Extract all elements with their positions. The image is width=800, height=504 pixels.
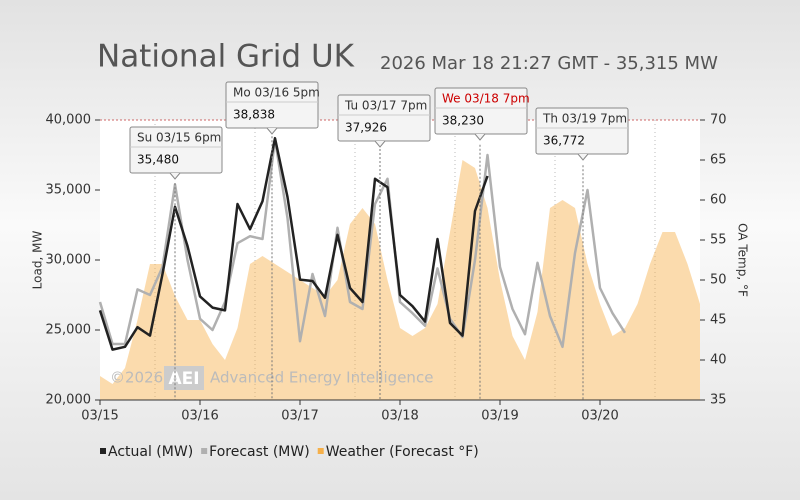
annotation-label: Th 03/19 7pm: [542, 112, 627, 126]
x-tick-label: 03/17: [281, 409, 318, 424]
y-tick-label: 35,000: [46, 183, 92, 198]
annotation-value: 36,772: [543, 134, 585, 148]
x-tick-label: 03/18: [381, 409, 418, 424]
annotation-pointer: [374, 140, 386, 148]
x-tick-label: 03/20: [581, 409, 618, 424]
chart-title: National Grid UK: [97, 39, 355, 75]
area-layer: [100, 160, 700, 400]
watermark-prefix: ©2026: [110, 369, 163, 387]
y2-tick-label: 35: [710, 393, 727, 408]
annotation-value: 38,838: [233, 108, 275, 122]
annotation-value: 37,926: [345, 121, 387, 135]
annotation-pointer: [266, 127, 278, 135]
legend-swatch: [201, 448, 208, 454]
legend: Actual (MW) Forecast (MW) Weather (Forecas…: [100, 444, 479, 460]
y2-tick-label: 40: [710, 353, 727, 368]
legend-label: Forecast (MW): [209, 444, 310, 460]
watermark-box: [164, 366, 204, 390]
y2-tick-label: 45: [710, 313, 727, 328]
annotation-label: We 03/18 7pm: [442, 92, 530, 106]
y2-axis-title: OA Temp, °F: [736, 223, 750, 297]
legend-label: Actual (MW): [108, 444, 193, 460]
series-line: [98, 138, 627, 349]
annotation-pointer: [474, 133, 486, 141]
y2-tick-label: 60: [710, 193, 727, 208]
y-tick-label: 25,000: [46, 323, 92, 338]
grid-layer: 20,000 25,000 30,000 35,000 40,000 35 40 45 50 55…: [46, 113, 727, 424]
weather-area: [100, 160, 700, 400]
line-layer: [98, 136, 627, 351]
watermark-logo: AEI: [168, 369, 199, 389]
annotation-layer: Su 03/15 6pm 35,480 Mo 03/16 5pm 38,838 Tu 0…: [129, 81, 629, 400]
y2-tick-label: 50: [710, 273, 727, 288]
x-tick-label: 03/16: [181, 409, 218, 424]
annotation-value: 38,230: [442, 114, 484, 128]
y2-tick-label: 55: [710, 233, 727, 248]
annotation-pointer: [577, 153, 589, 161]
y-tick-label: 30,000: [46, 253, 92, 268]
annotation-value: 35,480: [137, 153, 179, 167]
legend-label: Weather (Forecast °F): [326, 444, 479, 460]
y-axis-title: Load, MW: [31, 231, 45, 290]
legend-swatch: [100, 448, 106, 454]
series-line: [98, 136, 489, 351]
annotation-label: Su 03/15 6pm: [137, 131, 221, 145]
annotation-label: Tu 03/17 7pm: [344, 99, 427, 113]
legend-swatch: [317, 448, 324, 454]
annotation-label: Mo 03/16 5pm: [233, 86, 320, 100]
y2-tick-label: 65: [710, 153, 727, 168]
chart-subtitle: 2026 Mar 18 21:27 GMT - 35,315 MW: [380, 53, 718, 74]
x-tick-label: 03/15: [81, 409, 118, 424]
y2-tick-label: 70: [710, 113, 727, 128]
y-tick-label: 40,000: [46, 113, 92, 128]
watermark-text: Advanced Energy Intelligence: [210, 369, 433, 387]
annotation-pointer: [169, 172, 181, 180]
x-tick-label: 03/19: [481, 409, 518, 424]
decor-grid: [154, 120, 656, 400]
y-tick-label: 20,000: [46, 393, 92, 408]
watermark: ©2026 AEI Advanced Energy Intelligence: [110, 366, 433, 390]
